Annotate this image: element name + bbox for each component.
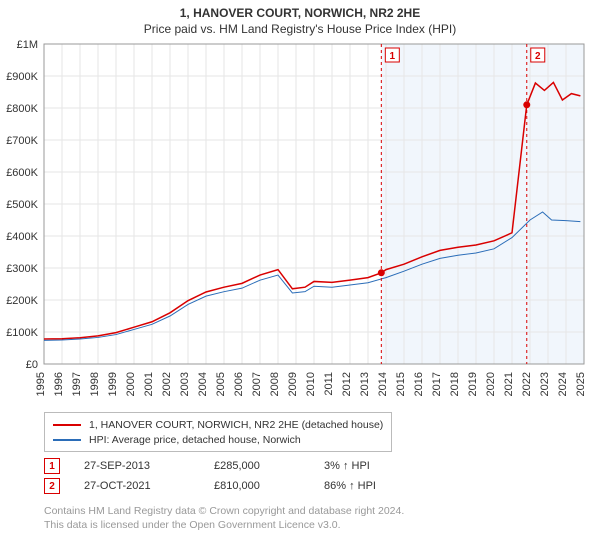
svg-text:2015: 2015 [395, 372, 407, 396]
svg-text:2002: 2002 [161, 372, 173, 396]
transactions-table: 1 27-SEP-2013 £285,000 3% ↑ HPI 2 27-OCT… [44, 456, 394, 496]
table-row: 1 27-SEP-2013 £285,000 3% ↑ HPI [44, 456, 394, 476]
svg-text:1997: 1997 [71, 372, 83, 396]
svg-text:1995: 1995 [35, 372, 47, 396]
transaction-pct: 3% ↑ HPI [324, 460, 394, 472]
svg-text:2019: 2019 [467, 372, 479, 396]
transaction-price: £810,000 [214, 480, 324, 492]
svg-text:2008: 2008 [269, 372, 281, 396]
svg-text:2016: 2016 [413, 372, 425, 396]
legend-swatch-blue [53, 439, 81, 441]
svg-text:£700K: £700K [6, 135, 38, 147]
svg-text:2009: 2009 [287, 372, 299, 396]
transaction-marker-icon: 1 [44, 458, 60, 474]
svg-text:2004: 2004 [197, 372, 209, 396]
svg-text:1: 1 [390, 51, 396, 62]
footer-attribution: Contains HM Land Registry data © Crown c… [44, 504, 404, 532]
svg-text:2022: 2022 [521, 372, 533, 396]
svg-text:1998: 1998 [89, 372, 101, 396]
svg-text:2003: 2003 [179, 372, 191, 396]
svg-text:2023: 2023 [539, 372, 551, 396]
svg-text:2012: 2012 [341, 372, 353, 396]
svg-text:£900K: £900K [6, 71, 38, 83]
svg-text:2017: 2017 [431, 372, 443, 396]
svg-text:£100K: £100K [6, 327, 38, 339]
legend-swatch-red [53, 424, 81, 426]
svg-text:2000: 2000 [125, 372, 137, 396]
svg-text:2025: 2025 [575, 372, 587, 396]
svg-text:1999: 1999 [107, 372, 119, 396]
svg-text:£600K: £600K [6, 167, 38, 179]
svg-text:£800K: £800K [6, 103, 38, 115]
transaction-marker-icon: 2 [44, 478, 60, 494]
price-chart: £0 £100K £200K £300K £400K £500K £600K £700K £80… [0, 0, 600, 412]
svg-text:2018: 2018 [449, 372, 461, 396]
svg-text:£200K: £200K [6, 295, 38, 307]
svg-text:£500K: £500K [6, 199, 38, 211]
svg-text:2013: 2013 [359, 372, 371, 396]
svg-text:£1M: £1M [17, 39, 38, 51]
svg-text:2006: 2006 [233, 372, 245, 396]
transaction-price: £285,000 [214, 460, 324, 472]
svg-text:2010: 2010 [305, 372, 317, 396]
legend-label-red: 1, HANOVER COURT, NORWICH, NR2 2HE (deta… [89, 419, 383, 431]
transaction-pct: 86% ↑ HPI [324, 480, 394, 492]
legend-box: 1, HANOVER COURT, NORWICH, NR2 2HE (deta… [44, 412, 392, 452]
svg-text:2011: 2011 [323, 372, 335, 396]
transaction-date: 27-SEP-2013 [84, 460, 214, 472]
svg-text:2014: 2014 [377, 372, 389, 396]
table-row: 2 27-OCT-2021 £810,000 86% ↑ HPI [44, 476, 394, 496]
svg-text:2007: 2007 [251, 372, 263, 396]
svg-text:£400K: £400K [6, 231, 38, 243]
svg-text:£300K: £300K [6, 263, 38, 275]
svg-text:2005: 2005 [215, 372, 227, 396]
legend-label-blue: HPI: Average price, detached house, Norw… [89, 434, 301, 446]
svg-text:£0: £0 [26, 359, 38, 371]
svg-text:2: 2 [535, 51, 541, 62]
svg-text:2021: 2021 [503, 372, 515, 396]
svg-text:1996: 1996 [53, 372, 65, 396]
transaction-date: 27-OCT-2021 [84, 480, 214, 492]
svg-text:2024: 2024 [557, 372, 569, 396]
svg-text:2020: 2020 [485, 372, 497, 396]
svg-text:2001: 2001 [143, 372, 155, 396]
